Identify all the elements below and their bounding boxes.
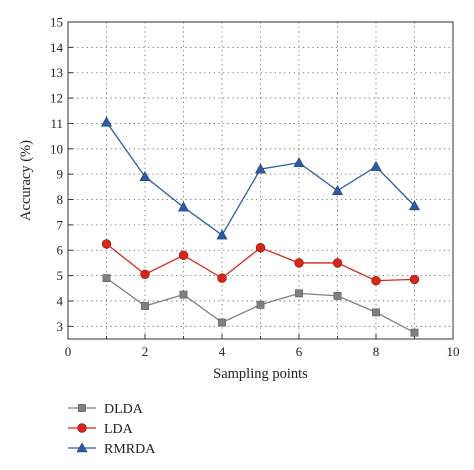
data-point-lda — [332, 258, 343, 268]
data-point-dlda — [218, 318, 226, 327]
y-tick-label: 14 — [50, 40, 64, 55]
x-tick-label: 2 — [142, 344, 149, 359]
data-point-lda — [140, 269, 150, 280]
data-point-rmrda — [408, 200, 421, 211]
data-point-dlda — [333, 291, 342, 300]
series-lda — [101, 239, 420, 286]
legend: DLDA LDA RMRDA — [68, 402, 156, 457]
data-point-dlda — [256, 300, 265, 309]
series-line-rmrda — [105, 121, 415, 236]
data-point-lda — [101, 239, 112, 249]
x-tick-label: 0 — [65, 344, 72, 359]
legend-item-lda: LDA — [68, 422, 134, 437]
x-axis-title: Sampling points — [213, 366, 308, 382]
x-tick-label: 10 — [447, 344, 460, 359]
x-tick-label: 4 — [219, 344, 226, 359]
data-point-lda — [409, 274, 420, 285]
y-tick-label: 12 — [50, 91, 63, 106]
data-point-rmrda — [254, 163, 267, 174]
y-tick-label: 13 — [50, 65, 63, 80]
data-point-lda — [178, 250, 189, 261]
data-point-rmrda — [100, 116, 113, 127]
axis-ticks: 0 2 4 6 8 10 3 4 5 6 7 8 9 10 11 12 13 14 15 — [50, 15, 460, 360]
legend-label: RMRDA — [104, 442, 156, 457]
data-point-dlda — [372, 308, 380, 317]
y-tick-label: 9 — [57, 167, 64, 182]
data-point-dlda — [295, 289, 303, 298]
data-point-rmrda — [370, 160, 382, 171]
y-tick-label: 5 — [57, 268, 64, 283]
legend-item-dlda: DLDA — [68, 402, 144, 417]
legend-marker — [78, 404, 86, 412]
y-tick-label: 8 — [57, 192, 64, 207]
legend-label: LDA — [104, 422, 134, 437]
y-tick-label: 7 — [57, 217, 64, 232]
series-group — [100, 116, 421, 337]
data-point-lda — [217, 273, 227, 283]
data-point-lda — [255, 243, 266, 253]
grid-lines — [68, 22, 453, 339]
data-point-dlda — [141, 302, 149, 310]
y-tick-label: 4 — [57, 293, 64, 308]
y-axis-title: Accuracy (%) — [18, 140, 34, 221]
y-tick-label: 11 — [50, 116, 63, 131]
data-point-lda — [371, 275, 381, 286]
data-point-dlda — [179, 290, 188, 299]
data-point-rmrda — [177, 201, 190, 212]
data-point-lda — [294, 258, 304, 268]
legend-marker — [77, 423, 87, 433]
x-tick-label: 6 — [296, 344, 303, 359]
x-tick-label: 8 — [373, 344, 380, 359]
data-point-rmrda — [216, 229, 228, 240]
series-rmrda — [100, 116, 421, 240]
data-point-dlda — [102, 274, 111, 283]
series-dlda — [102, 274, 419, 337]
legend-label: DLDA — [104, 402, 144, 417]
data-point-rmrda — [331, 185, 344, 195]
data-point-rmrda — [293, 157, 305, 168]
data-point-dlda — [410, 328, 419, 337]
y-tick-label: 10 — [50, 141, 63, 156]
y-tick-label: 3 — [57, 319, 64, 334]
data-point-rmrda — [139, 171, 151, 181]
legend-item-rmrda: RMRDA — [68, 442, 156, 457]
y-tick-label: 15 — [50, 15, 63, 30]
y-tick-label: 6 — [57, 243, 64, 258]
legend-marker — [76, 442, 88, 453]
